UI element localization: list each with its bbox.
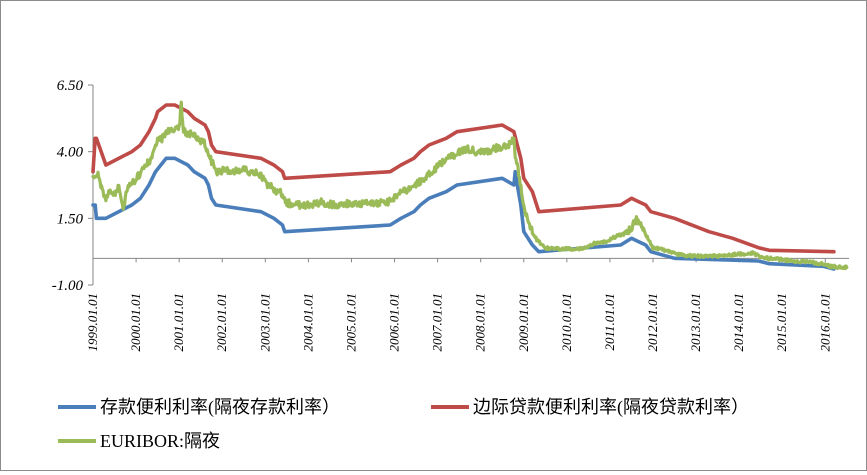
legend-label-3: EURIBOR:隔夜	[100, 431, 220, 451]
legend: 存款便利利率(隔夜存款利率） 边际贷款便利利率(隔夜贷款利率） EURIBOR:隔夜	[58, 397, 749, 451]
series-line-1	[91, 156, 836, 271]
x-tick-label: 2001.01.01	[171, 293, 186, 352]
x-tick-label: 2002.01.01	[214, 293, 229, 352]
x-tick-label: 2014.01.01	[731, 293, 746, 352]
x-tick-label: 1999.01.01	[85, 293, 100, 352]
series-line-3	[91, 100, 849, 271]
plot-area	[91, 100, 849, 271]
x-tick-label: 2011.01.01	[602, 293, 617, 351]
series-line-2	[91, 103, 836, 254]
x-tick-label: 2004.01.01	[300, 293, 315, 352]
x-tick-label: 2010.01.01	[559, 293, 574, 352]
legend-label-1: 存款便利利率(隔夜存款利率）	[100, 397, 340, 418]
x-tick-label: 2013.01.01	[688, 293, 703, 352]
x-tick-label: 2008.01.01	[473, 293, 488, 352]
y-tick-label: 4.00	[57, 145, 84, 161]
x-tick-label: 2000.01.01	[128, 293, 143, 352]
x-tick-label: 2005.01.01	[343, 293, 358, 352]
y-tick-label: 1.50	[57, 211, 84, 227]
x-tick-label: 2009.01.01	[516, 293, 531, 352]
x-tick-label: 2006.01.01	[387, 293, 402, 352]
x-tick-label: 2012.01.01	[645, 293, 660, 352]
y-tick-label: 6.50	[57, 78, 84, 94]
y-tick-labels: 6.50 4.00 1.50 -1.00	[52, 78, 93, 294]
x-tick-label: 2003.01.01	[257, 293, 272, 352]
x-tick-label: 2015.01.01	[774, 293, 789, 352]
legend-label-2: 边际贷款便利利率(隔夜贷款利率）	[473, 397, 749, 418]
x-tick-label: 2016.01.01	[817, 293, 832, 352]
x-tick-label: 2007.01.01	[430, 293, 445, 352]
x-tick-labels: 1999.01.01 2000.01.01 2001.01.01 2002.01.01…	[85, 258, 832, 352]
y-tick-label: -1.00	[52, 278, 84, 294]
